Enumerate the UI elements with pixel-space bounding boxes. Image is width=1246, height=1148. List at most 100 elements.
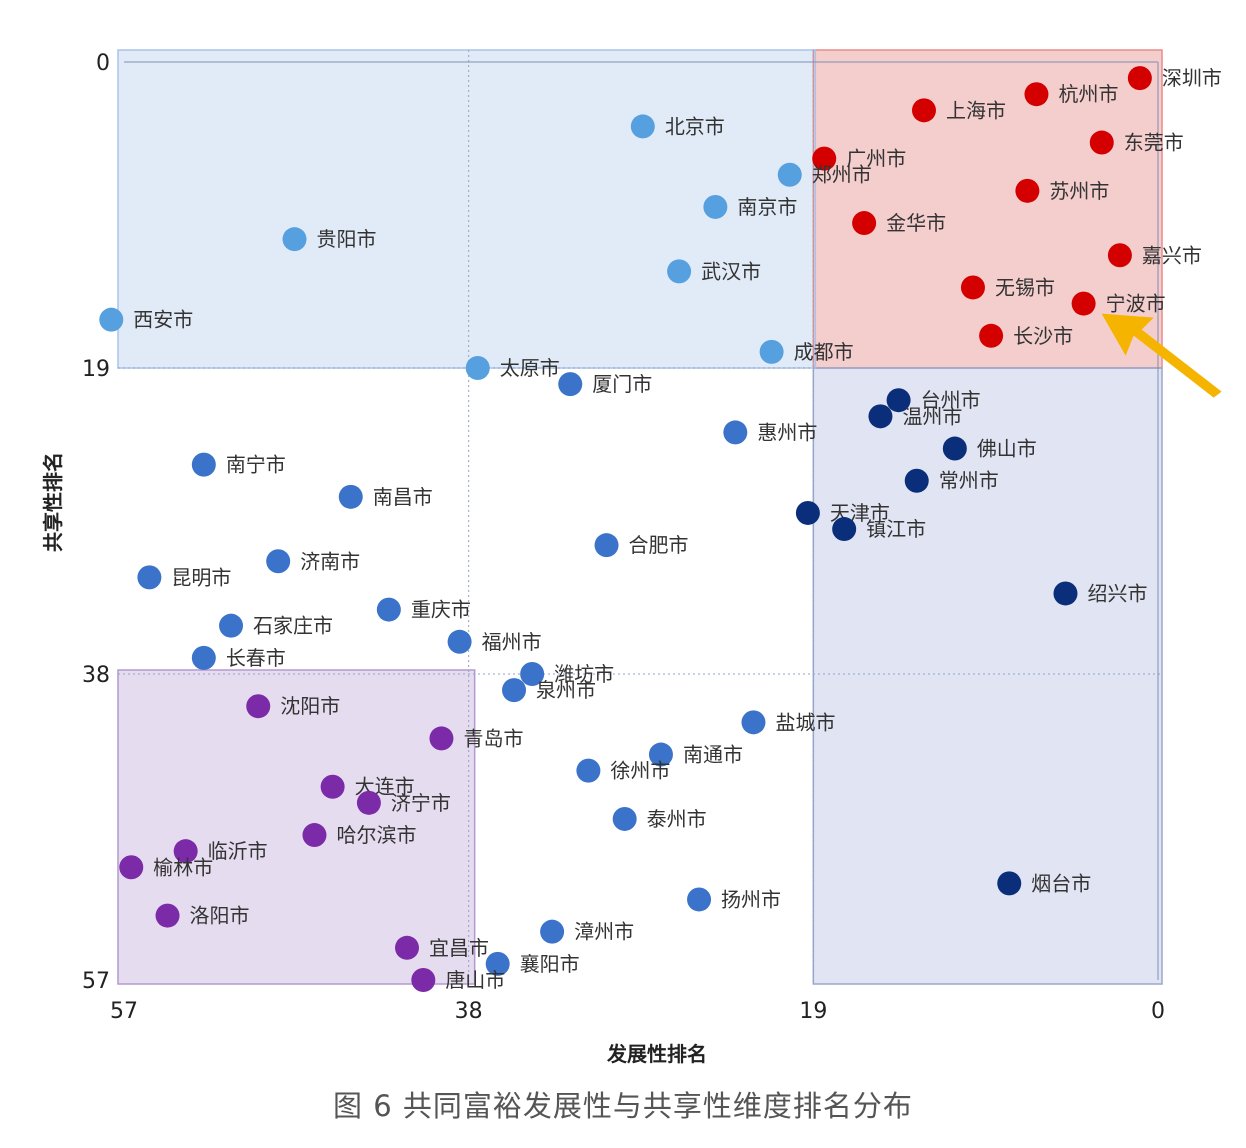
point-34 (576, 758, 601, 783)
point-label-14: 贵阳市 (317, 227, 377, 251)
point-51 (302, 823, 327, 848)
point-label-21: 南宁市 (226, 453, 286, 477)
point-36 (687, 887, 712, 912)
point-45 (1053, 581, 1078, 606)
point-label-22: 南昌市 (373, 485, 433, 509)
point-18 (465, 356, 490, 380)
point-label-40: 温州市 (902, 404, 962, 428)
point-39 (886, 388, 911, 413)
point-label-18: 太原市 (500, 356, 560, 380)
point-20 (723, 420, 748, 445)
highlight-regions (117, 49, 1163, 985)
figure-caption: 图 6 共同富裕发展性与共享性维度排名分布 (333, 1089, 913, 1123)
point-4 (812, 146, 837, 171)
point-48 (429, 726, 454, 751)
point-30 (520, 662, 545, 686)
point-label-28: 福州市 (482, 630, 542, 654)
point-19 (558, 372, 583, 397)
point-label-4: 广州市 (846, 147, 906, 171)
point-label-51: 哈尔滨市 (336, 823, 416, 847)
point-17 (759, 339, 784, 364)
point-28 (447, 629, 472, 654)
point-label-35: 泰州市 (647, 807, 707, 831)
point-label-8: 无锡市 (995, 275, 1055, 299)
point-8 (960, 275, 985, 300)
point-label-5: 苏州市 (1049, 179, 1109, 203)
point-35 (612, 806, 637, 831)
point-label-26: 重庆市 (411, 598, 471, 622)
point-26 (376, 597, 401, 622)
grid-lines (118, 50, 1162, 984)
point-label-31: 泉州市 (536, 678, 596, 702)
x-tick-label-2: 19 (799, 999, 827, 1024)
y-tick-label-1: 19 (82, 357, 110, 382)
point-2 (911, 98, 936, 123)
point-label-48: 青岛市 (463, 726, 523, 750)
point-label-6: 金华市 (886, 211, 946, 235)
point-label-38: 襄阳市 (520, 952, 580, 976)
point-label-25: 昆明市 (171, 565, 231, 589)
point-0 (1127, 66, 1152, 91)
x-axis-title: 发展性排名 (606, 1042, 707, 1066)
point-29 (191, 645, 216, 670)
point-label-15: 武汉市 (701, 259, 761, 283)
point-label-27: 石家庄市 (253, 614, 333, 638)
point-label-19: 厦门市 (592, 372, 652, 396)
point-47 (246, 694, 271, 719)
x-tick-label-0: 57 (110, 999, 138, 1024)
point-label-16: 西安市 (133, 308, 193, 332)
point-13 (703, 194, 728, 219)
point-56 (411, 968, 436, 992)
point-label-42: 常州市 (939, 469, 999, 493)
point-label-29: 长春市 (226, 646, 286, 670)
point-3 (1089, 130, 1114, 155)
point-label-56: 唐山市 (445, 968, 505, 992)
point-9 (1071, 291, 1096, 316)
point-25 (137, 565, 162, 590)
point-53 (119, 855, 144, 880)
point-label-2: 上海市 (946, 98, 1006, 122)
point-14 (282, 227, 307, 252)
point-24 (266, 549, 291, 574)
y-tick-label-3: 57 (82, 969, 110, 994)
point-38 (485, 951, 510, 976)
region-bottom-left (118, 670, 475, 984)
point-23 (594, 533, 619, 558)
point-37 (540, 919, 565, 944)
point-11 (630, 114, 655, 139)
point-label-0: 深圳市 (1162, 66, 1222, 90)
point-label-36: 扬州市 (721, 887, 781, 911)
point-label-30: 潍坊市 (554, 662, 614, 686)
point-49 (320, 774, 345, 799)
point-label-44: 镇江市 (866, 517, 926, 541)
point-10 (979, 323, 1004, 348)
point-42 (904, 468, 929, 493)
point-5 (1015, 178, 1040, 203)
point-52 (173, 839, 198, 864)
arrow-shape (1101, 313, 1222, 398)
point-44 (832, 517, 857, 542)
point-21 (191, 452, 216, 477)
point-label-33: 南通市 (683, 743, 743, 767)
point-label-10: 长沙市 (1013, 324, 1073, 348)
point-43 (795, 500, 820, 525)
point-22 (338, 484, 363, 509)
point-31 (502, 678, 527, 703)
point-15 (667, 259, 692, 284)
point-label-34: 徐州市 (610, 759, 670, 783)
point-label-23: 合肥市 (629, 533, 689, 557)
point-40 (868, 404, 893, 429)
point-33 (648, 742, 673, 767)
point-32 (741, 710, 766, 735)
region-right-band (813, 368, 1162, 984)
point-label-50: 济宁市 (391, 791, 451, 815)
point-27 (219, 613, 244, 638)
point-54 (155, 903, 180, 928)
region-top-band (118, 50, 816, 368)
point-label-32: 盐城市 (775, 710, 835, 734)
x-tick-label-1: 38 (455, 999, 483, 1024)
point-16 (99, 307, 124, 332)
point-7 (1107, 243, 1132, 268)
